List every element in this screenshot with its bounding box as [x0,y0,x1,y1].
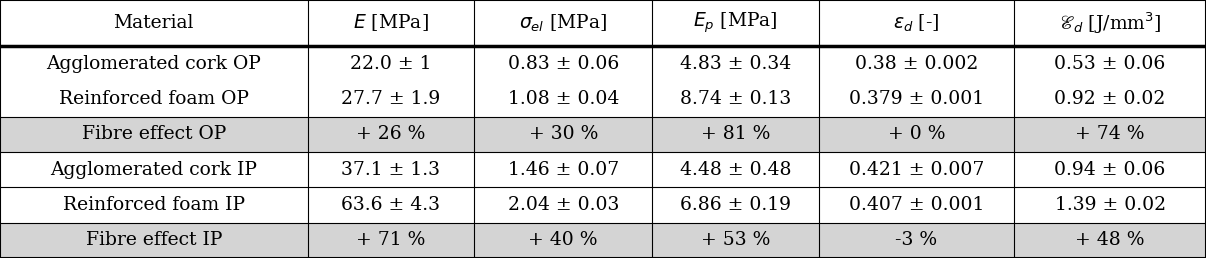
Text: $\mathscr{E}_{d}$ [J/mm$^3$]: $\mathscr{E}_{d}$ [J/mm$^3$] [1059,10,1161,36]
Text: + 40 %: + 40 % [528,231,598,249]
Text: + 81 %: + 81 % [701,125,771,143]
Text: 1.39 ± 0.02: 1.39 ± 0.02 [1054,196,1166,214]
Text: $\sigma_{el}$ [MPa]: $\sigma_{el}$ [MPa] [519,12,608,34]
Text: 0.421 ± 0.007: 0.421 ± 0.007 [849,161,984,179]
Text: 8.74 ± 0.13: 8.74 ± 0.13 [680,90,791,108]
Text: + 48 %: + 48 % [1076,231,1144,249]
Text: 1.46 ± 0.07: 1.46 ± 0.07 [508,161,619,179]
Text: 6.86 ± 0.19: 6.86 ± 0.19 [680,196,791,214]
Text: 22.0 ± 1: 22.0 ± 1 [350,55,432,72]
Text: 4.48 ± 0.48: 4.48 ± 0.48 [680,161,791,179]
Text: -3 %: -3 % [896,231,937,249]
Text: 27.7 ± 1.9: 27.7 ± 1.9 [341,90,440,108]
Bar [0,223,1206,258]
Text: + 26 %: + 26 % [356,125,426,143]
Text: 0.407 ± 0.001: 0.407 ± 0.001 [849,196,984,214]
Text: $E$ [MPa]: $E$ [MPa] [353,12,428,34]
Text: 37.1 ± 1.3: 37.1 ± 1.3 [341,161,440,179]
Text: Fibre effect OP: Fibre effect OP [82,125,226,143]
Text: + 0 %: + 0 % [888,125,946,143]
Text: + 53 %: + 53 % [701,231,771,249]
Text: 63.6 ± 4.3: 63.6 ± 4.3 [341,196,440,214]
Text: 1.08 ± 0.04: 1.08 ± 0.04 [508,90,619,108]
Text: 0.379 ± 0.001: 0.379 ± 0.001 [849,90,984,108]
Text: $E_{p}$ [MPa]: $E_{p}$ [MPa] [693,11,778,35]
Text: 4.83 ± 0.34: 4.83 ± 0.34 [680,55,791,72]
Text: $\varepsilon_{d}$ [-]: $\varepsilon_{d}$ [-] [894,12,939,34]
Text: + 71 %: + 71 % [356,231,426,249]
Text: 0.38 ± 0.002: 0.38 ± 0.002 [855,55,978,72]
Text: + 74 %: + 74 % [1076,125,1144,143]
Text: 0.92 ± 0.02: 0.92 ± 0.02 [1054,90,1166,108]
Bar [0,117,1206,152]
Text: Reinforced foam IP: Reinforced foam IP [63,196,245,214]
Text: Fibre effect IP: Fibre effect IP [86,231,222,249]
Text: 2.04 ± 0.03: 2.04 ± 0.03 [508,196,619,214]
Text: Material: Material [113,14,194,32]
Text: Reinforced foam OP: Reinforced foam OP [59,90,248,108]
Text: Agglomerated cork IP: Agglomerated cork IP [51,161,257,179]
Text: Agglomerated cork OP: Agglomerated cork OP [46,55,262,72]
Text: 0.53 ± 0.06: 0.53 ± 0.06 [1054,55,1166,72]
Text: 0.83 ± 0.06: 0.83 ± 0.06 [508,55,619,72]
Text: 0.94 ± 0.06: 0.94 ± 0.06 [1054,161,1166,179]
Text: + 30 %: + 30 % [528,125,598,143]
